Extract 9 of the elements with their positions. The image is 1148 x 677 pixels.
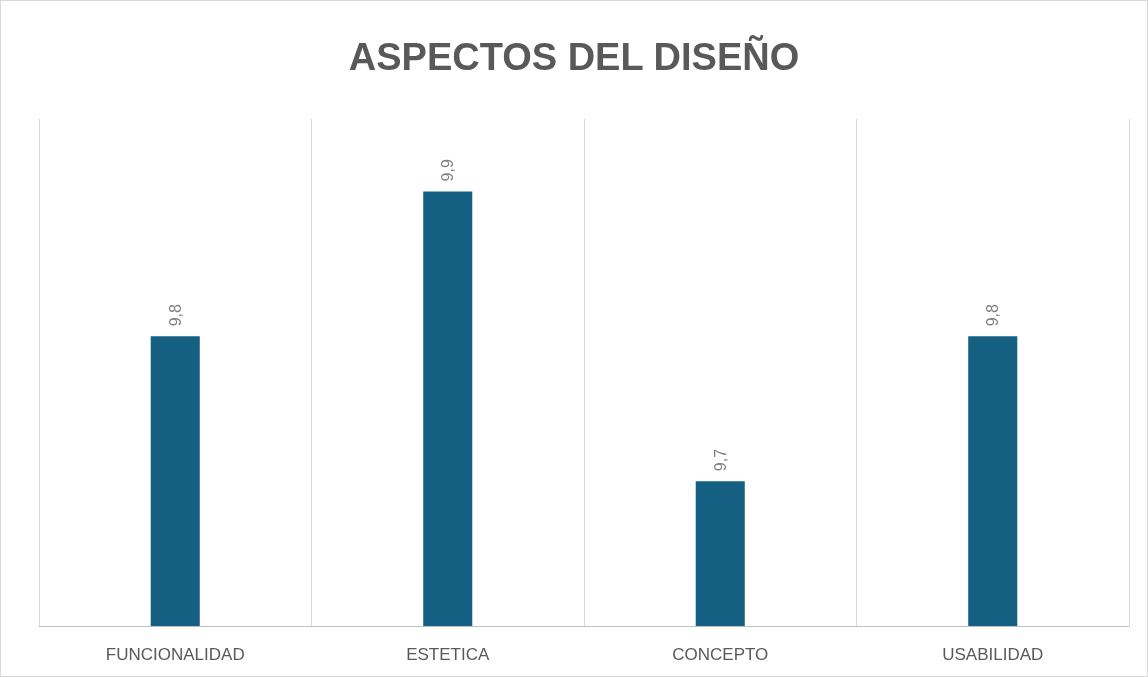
chart-title: ASPECTOS DEL DISEÑO [348, 35, 800, 78]
data-label: 9,9 [439, 159, 457, 182]
data-label: 9,8 [984, 303, 1002, 327]
x-tick-label: FUNCIONALIDAD [105, 645, 245, 664]
x-tick-label: CONCEPTO [672, 645, 769, 664]
x-tick-label: USABILIDAD [942, 645, 1044, 664]
data-label: 9,7 [711, 448, 729, 472]
x-tick-label: ESTETICA [406, 645, 490, 664]
data-label: 9,8 [166, 303, 184, 327]
